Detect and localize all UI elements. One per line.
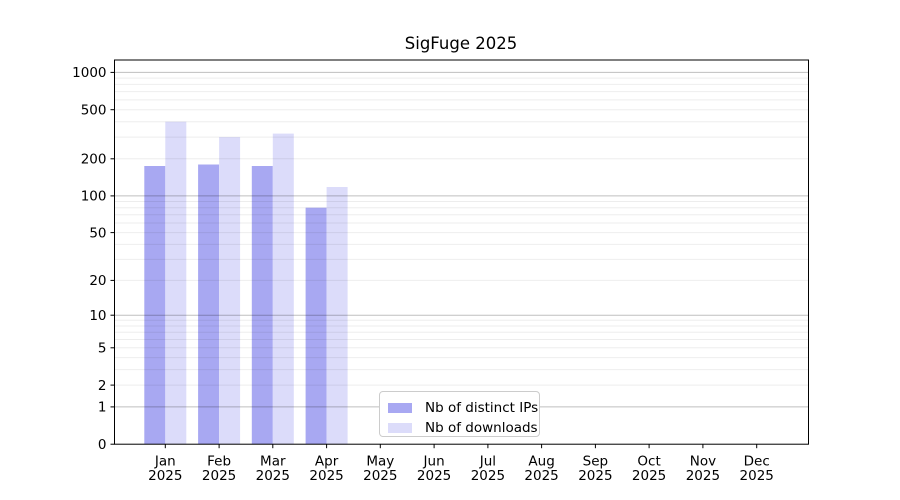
y-tick-label: 10 <box>89 308 106 324</box>
axes-group: 01251020501002005001000Jan2025Feb2025Mar… <box>72 59 809 484</box>
x-tick-label-year: 2025 <box>202 468 236 484</box>
chart-title: SigFuge 2025 <box>404 34 518 53</box>
bar-downloads <box>326 187 348 445</box>
y-tick-label: 500 <box>81 102 107 118</box>
bar-downloads <box>272 133 294 445</box>
x-tick-label-year: 2025 <box>309 468 343 484</box>
y-tick-label: 200 <box>81 152 107 168</box>
x-tick-label-month: Nov <box>690 454 716 470</box>
y-tick-label: 1000 <box>72 65 106 81</box>
x-tick-label-month: Sep <box>583 454 608 470</box>
y-tick-label: 20 <box>89 273 106 289</box>
bar-downloads <box>165 121 187 445</box>
x-tick-label-year: 2025 <box>148 468 182 484</box>
x-tick-label-month: Feb <box>207 454 231 470</box>
x-tick-label-month: Jun <box>423 454 445 470</box>
x-tick-label-month: Aug <box>528 454 554 470</box>
legend-label-downloads: Nb of downloads <box>425 420 538 436</box>
x-tick-label-month: Jul <box>479 454 496 470</box>
bar-distinct-ips <box>305 207 327 445</box>
x-tick-label-year: 2025 <box>740 468 774 484</box>
legend-swatch-downloads <box>388 423 412 433</box>
y-tick-label: 100 <box>81 189 107 205</box>
gridlines-group <box>114 71 809 408</box>
plot-border <box>114 59 809 445</box>
x-tick-label-year: 2025 <box>524 468 558 484</box>
legend-swatch-distinct-ips <box>388 403 412 413</box>
x-tick-label-year: 2025 <box>363 468 397 484</box>
y-tick-label: 5 <box>98 341 107 357</box>
legend-label-distinct-ips: Nb of distinct IPs <box>425 400 539 416</box>
legend-box: Nb of distinct IPs Nb of downloads <box>379 391 540 437</box>
x-tick-label-month: Apr <box>315 454 339 470</box>
x-tick-label-month: Mar <box>260 454 286 470</box>
y-tick-label: 50 <box>89 225 106 241</box>
bar-distinct-ips <box>251 166 273 445</box>
bar-distinct-ips <box>144 166 166 445</box>
bar-downloads <box>219 137 241 445</box>
legend-item-downloads: Nb of downloads <box>380 418 539 438</box>
x-tick-label-year: 2025 <box>256 468 290 484</box>
x-tick-label-year: 2025 <box>686 468 720 484</box>
x-tick-label-month: Jan <box>154 454 176 470</box>
x-tick-label-year: 2025 <box>471 468 505 484</box>
bar-distinct-ips <box>198 164 220 445</box>
bars-group <box>144 121 348 445</box>
legend-item-distinct-ips: Nb of distinct IPs <box>380 398 539 418</box>
x-tick-label-month: Oct <box>637 454 660 470</box>
x-tick-label-month: May <box>366 454 394 470</box>
y-tick-label: 0 <box>98 437 107 453</box>
x-tick-label-month: Dec <box>744 454 770 470</box>
x-tick-label-year: 2025 <box>632 468 666 484</box>
y-tick-label: 1 <box>98 400 107 416</box>
x-tick-label-year: 2025 <box>417 468 451 484</box>
y-tick-label: 2 <box>98 378 107 394</box>
x-tick-label-year: 2025 <box>578 468 612 484</box>
